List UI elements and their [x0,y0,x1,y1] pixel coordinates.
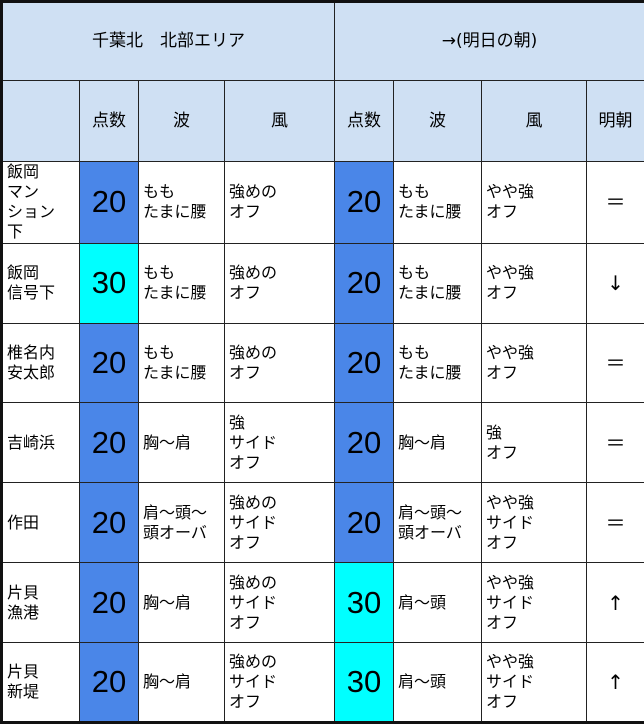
wind-cell: 強めの オフ [224,160,335,244]
next-score-cell: 20 [334,482,394,564]
score-cell: 20 [79,482,139,564]
next-wave-cell: 肩～頭～ 頭オーバ [393,482,482,564]
wind-cell: 強めの オフ [224,322,335,404]
score-cell: 20 [79,642,139,723]
spot-name: 片貝 漁港 [1,562,80,644]
column-header-row: 点数 波 風 点数 波 風 明朝 [1,79,644,162]
score-cell: 20 [79,562,139,644]
score-cell: 20 [79,402,139,484]
wind-cell: 強めの サイド オフ [224,562,335,644]
spot-name: 作田 [1,482,80,564]
next-wave-cell: もも たまに腰 [393,242,482,324]
header-next-wave: 波 [393,79,482,162]
next-score-cell: 20 [334,160,394,244]
trend-cell: ＝ [585,402,644,484]
table-row: 片貝 新堤 20 胸～肩 強めの サイド オフ 30 肩～頭 やや強 サイド オフ ↑ [1,642,644,723]
wave-cell: もも たまに腰 [138,242,225,324]
wave-cell: 胸～肩 [138,642,225,723]
header-score: 点数 [79,79,139,162]
next-wind-cell: やや強 オフ [481,322,587,404]
header-wave: 波 [138,79,225,162]
next-wind-cell: やや強 オフ [481,242,587,324]
next-wave-cell: もも たまに腰 [393,322,482,404]
wave-cell: 胸～肩 [138,402,225,484]
trend-cell: ↓ [585,242,644,324]
next-wind-cell: やや強 サイド オフ [481,482,587,564]
title-row: 千葉北 北部エリア →(明日の朝) [1,1,644,81]
trend-cell: ＝ [585,322,644,404]
table-row: 飯岡 マン ション 下 20 もも たまに腰 強めの オフ 20 もも たまに腰 やや強 オ… [1,160,644,244]
trend-cell: ↑ [585,562,644,644]
next-score-cell: 30 [334,642,394,723]
wave-cell: 胸～肩 [138,562,225,644]
table-row: 椎名内 安太郎 20 もも たまに腰 強めの オフ 20 もも たまに腰 やや強 オフ＝ [1,322,644,404]
next-wave-cell: もも たまに腰 [393,160,482,244]
table-row: 片貝 漁港 20 胸～肩 強めの サイド オフ 30 肩～頭 やや強 サイド オフ ↑ [1,562,644,644]
table-row: 吉崎浜 20 胸～肩強 サイド オフ 20 胸～肩強 オフ＝ [1,402,644,484]
score-cell: 20 [79,322,139,404]
trend-cell: ＝ [585,160,644,244]
next-wind-cell: やや強 オフ [481,160,587,244]
header-trend: 明朝 [585,79,644,162]
next-wind-cell: やや強 サイド オフ [481,562,587,644]
spot-name: 飯岡 マン ション 下 [1,160,80,244]
header-spot [1,79,80,162]
next-wind-cell: 強 オフ [481,402,587,484]
table-row: 作田 20 肩～頭～ 頭オーバ 強めの サイド オフ 20 肩～頭～ 頭オーバ やや強 サイ… [1,482,644,564]
next-wave-cell: 肩～頭 [393,562,482,644]
score-cell: 30 [79,242,139,324]
score-cell: 20 [79,160,139,244]
next-score-cell: 20 [334,402,394,484]
next-score-cell: 20 [334,322,394,404]
trend-cell: ＝ [585,482,644,564]
next-wave-cell: 胸～肩 [393,402,482,484]
header-next-wind: 風 [481,79,587,162]
spot-name: 片貝 新堤 [1,642,80,723]
wave-cell: もも たまに腰 [138,322,225,404]
next-score-cell: 30 [334,562,394,644]
next-wind-cell: やや強 サイド オフ [481,642,587,723]
spot-name: 飯岡 信号下 [1,242,80,324]
trend-cell: ↑ [585,642,644,723]
next-score-cell: 20 [334,242,394,324]
wind-cell: 強めの サイド オフ [224,482,335,564]
table-row: 飯岡 信号下 30 もも たまに腰 強めの オフ 20 もも たまに腰 やや強 オフ ↓ [1,242,644,324]
wind-cell: 強めの オフ [224,242,335,324]
wave-cell: 肩～頭～ 頭オーバ [138,482,225,564]
area-title: 千葉北 北部エリア [1,1,335,81]
forecast-title: →(明日の朝) [333,1,644,81]
wind-cell: 強 サイド オフ [224,402,335,484]
spot-name: 吉崎浜 [1,402,80,484]
header-next-score: 点数 [334,79,394,162]
wave-cell: もも たまに腰 [138,160,225,244]
next-wave-cell: 肩～頭 [393,642,482,723]
wind-cell: 強めの サイド オフ [224,642,335,723]
header-wind: 風 [224,79,335,162]
spot-name: 椎名内 安太郎 [1,322,80,404]
